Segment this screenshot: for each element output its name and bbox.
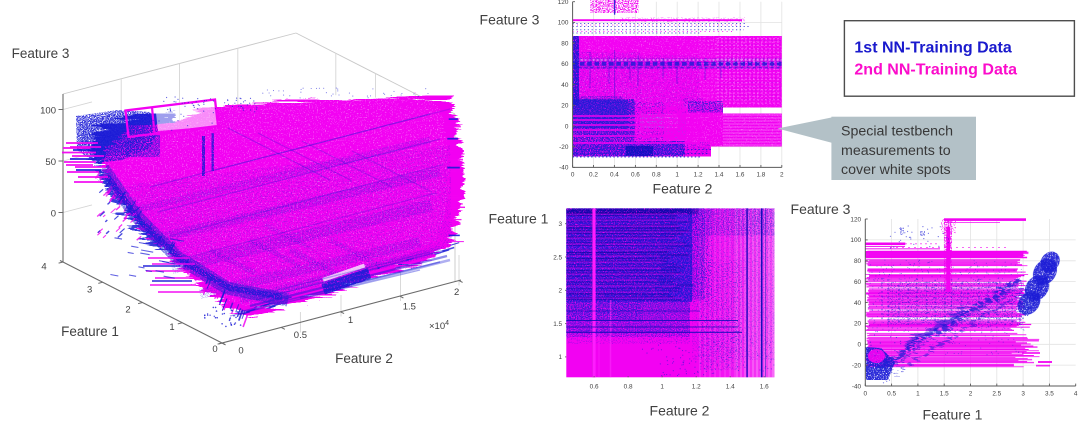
svg-text:80: 80 [854,258,862,265]
svg-text:4: 4 [1074,391,1078,398]
svg-text:Feature 3: Feature 3 [791,201,851,217]
svg-text:100: 100 [558,20,569,27]
svg-text:0: 0 [571,172,575,179]
svg-text:80: 80 [561,40,569,47]
svg-text:0.8: 0.8 [624,383,633,390]
svg-text:1.5: 1.5 [940,391,949,398]
svg-text:1: 1 [675,172,679,179]
svg-text:1: 1 [169,322,174,333]
svg-text:3.5: 3.5 [1045,391,1054,398]
svg-text:1st NN-Training Data: 1st NN-Training Data [854,40,1011,57]
svg-text:1.4: 1.4 [726,383,735,390]
svg-text:Feature 2: Feature 2 [650,403,710,419]
svg-text:Special testbench: Special testbench [841,124,953,140]
svg-text:2.5: 2.5 [553,254,562,261]
svg-text:1.5: 1.5 [553,321,562,328]
svg-text:0.8: 0.8 [652,172,661,179]
svg-text:Feature 3: Feature 3 [480,12,540,28]
svg-text:1.5: 1.5 [403,302,416,313]
svg-text:Feature 1: Feature 1 [923,407,983,423]
svg-text:3: 3 [559,221,563,228]
svg-text:0: 0 [864,391,868,398]
svg-text:Feature 2: Feature 2 [653,181,713,197]
svg-text:0: 0 [51,208,56,219]
svg-text:Feature 1: Feature 1 [489,211,549,227]
svg-text:100: 100 [850,237,861,244]
svg-text:2: 2 [780,172,784,179]
svg-text:2: 2 [969,391,973,398]
svg-text:120: 120 [850,216,861,223]
svg-text:1.2: 1.2 [694,172,703,179]
svg-text:1.8: 1.8 [756,172,765,179]
svg-text:60: 60 [854,279,862,286]
svg-text:1.6: 1.6 [736,172,745,179]
svg-text:Feature 2: Feature 2 [335,351,393,366]
svg-text:40: 40 [854,300,862,307]
svg-text:0.6: 0.6 [590,383,599,390]
svg-text:0: 0 [238,346,243,357]
svg-text:1: 1 [559,354,563,361]
svg-text:Feature 3: Feature 3 [12,46,70,61]
svg-text:20: 20 [854,321,862,328]
svg-text:-40: -40 [559,165,569,172]
svg-text:0: 0 [858,342,862,349]
svg-text:40: 40 [561,82,569,89]
svg-text:measurements to: measurements to [841,143,951,159]
svg-text:1.6: 1.6 [760,383,769,390]
svg-text:Feature 1: Feature 1 [61,324,119,339]
svg-text:-20: -20 [852,362,862,369]
svg-text:1.4: 1.4 [715,172,724,179]
svg-text:0.4: 0.4 [610,172,619,179]
svg-text:1: 1 [660,383,664,390]
svg-text:60: 60 [561,61,569,68]
svg-text:1: 1 [348,315,353,326]
svg-text:0.5: 0.5 [294,330,307,341]
svg-text:100: 100 [40,105,56,116]
svg-text:4: 4 [41,262,46,273]
svg-text:50: 50 [45,157,56,168]
svg-text:0: 0 [565,123,569,130]
svg-text:-20: -20 [559,144,569,151]
svg-text:0: 0 [212,344,217,355]
svg-text:2.5: 2.5 [992,391,1001,398]
svg-text:2: 2 [125,305,130,316]
svg-text:3: 3 [1021,391,1025,398]
svg-text:-40: -40 [852,383,862,390]
svg-text:0.5: 0.5 [887,391,896,398]
svg-text:2: 2 [559,288,563,295]
svg-text:2nd NN-Training Data: 2nd NN-Training Data [854,62,1017,79]
svg-text:2: 2 [454,287,459,298]
svg-text:cover white spots: cover white spots [841,162,951,178]
svg-text:1: 1 [916,391,920,398]
svg-text:3: 3 [87,285,92,296]
svg-text:0.6: 0.6 [631,172,640,179]
svg-text:0.2: 0.2 [589,172,598,179]
svg-text:20: 20 [561,103,569,110]
svg-text:1.2: 1.2 [692,383,701,390]
svg-text:120: 120 [558,0,569,6]
svg-text:×104: ×104 [429,320,449,332]
